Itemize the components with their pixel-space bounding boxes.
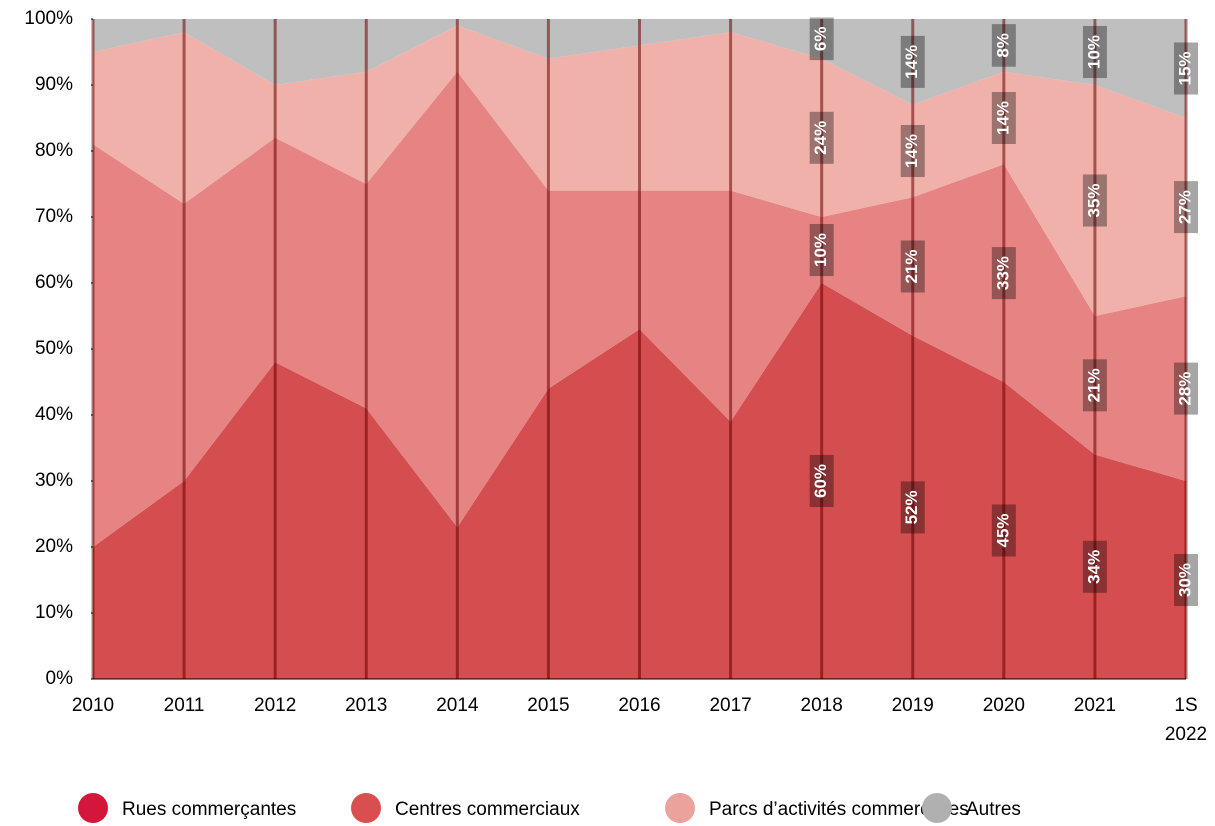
value-label-box: [1082, 540, 1107, 593]
value-label-box: [900, 35, 925, 88]
x-tick-label-line: 2022: [1165, 724, 1207, 745]
y-tick-label: 80%: [35, 140, 73, 161]
value-label: 52%: [902, 490, 921, 524]
legend-marker: [78, 793, 108, 823]
x-tick-label-line: 2016: [618, 695, 660, 716]
value-label-box: [809, 17, 834, 61]
y-tick-label: 20%: [35, 536, 73, 557]
x-tick-label: 2021: [1074, 695, 1116, 716]
legend-label: Centres commerciaux: [395, 799, 580, 820]
x-tick-label: 2013: [345, 695, 387, 716]
legend-marker: [665, 793, 695, 823]
value-label: 14%: [993, 101, 1012, 135]
y-tick-label: 0%: [46, 668, 74, 689]
legend-marker: [922, 793, 952, 823]
x-tick-label-line: 2015: [527, 695, 569, 716]
value-label: 30%: [1175, 563, 1194, 597]
value-label: 28%: [1175, 372, 1194, 406]
y-tick-label: 10%: [35, 602, 73, 623]
value-label: 10%: [1084, 35, 1103, 69]
value-label-box: [991, 247, 1016, 300]
legend-label: Rues commerçantes: [122, 799, 296, 820]
value-label-box: [1082, 174, 1107, 227]
value-label-box: [1174, 553, 1198, 607]
value-label-box: [900, 240, 925, 293]
x-tick-label-line: 2017: [709, 695, 751, 716]
y-tick-label: 90%: [35, 74, 73, 95]
value-label-box: [900, 124, 925, 178]
x-tick-label-line: 2014: [436, 695, 479, 716]
y-tick-label: 70%: [35, 206, 73, 227]
legend-label: Autres: [966, 799, 1021, 820]
value-label: 33%: [993, 256, 1012, 290]
value-label: 8%: [993, 33, 1012, 58]
x-tick-label: 2010: [72, 695, 114, 716]
value-label: 60%: [811, 464, 830, 498]
value-label-box: [1082, 25, 1107, 79]
value-label: 14%: [902, 45, 921, 79]
value-label: 35%: [1084, 183, 1103, 217]
value-label-box: [809, 454, 834, 508]
value-label-box: [1082, 359, 1107, 412]
x-tick-label-line: 2021: [1074, 695, 1116, 716]
legend-label: Parcs d’activités commerciales: [709, 799, 969, 820]
x-tick-label-line: 2018: [801, 695, 843, 716]
x-tick-label-line: 1S: [1174, 695, 1197, 716]
y-tick-label: 60%: [35, 272, 73, 293]
y-tick-label: 100%: [24, 8, 73, 29]
value-label-box: [1174, 42, 1198, 95]
value-label: 6%: [811, 27, 830, 52]
x-tick-label: 2014: [436, 695, 479, 716]
x-tick-label: 2011: [164, 695, 205, 716]
x-tick-label: 2018: [801, 695, 843, 716]
y-tick-label: 30%: [35, 470, 73, 491]
x-tick-label: 2012: [254, 695, 296, 716]
x-tick-label-line: 2012: [254, 695, 296, 716]
x-tick-label-line: 2019: [892, 695, 934, 716]
value-label: 21%: [902, 249, 921, 283]
value-label-box: [809, 111, 834, 164]
x-tick-label-line: 2013: [345, 695, 387, 716]
value-label: 27%: [1175, 190, 1194, 224]
value-label: 14%: [902, 134, 921, 168]
x-tick-label: 1S 2022: [1165, 695, 1207, 745]
value-label-box: [1174, 362, 1198, 415]
value-label: 15%: [1175, 51, 1194, 85]
value-label: 34%: [1084, 550, 1103, 584]
value-label: 10%: [811, 233, 830, 267]
y-tick-label: 50%: [35, 338, 73, 359]
value-label-box: [809, 223, 834, 277]
x-tick-label: 2019: [892, 695, 934, 716]
x-tick-label: 2020: [983, 695, 1025, 716]
value-label: 24%: [811, 121, 830, 155]
x-tick-label: 2015: [527, 695, 569, 716]
overlay: 60% 52% 45% 34% 30% 10% 21% 33% 21% 28% 24% 14% 14% 3…: [24, 8, 1207, 823]
legend-marker: [351, 793, 381, 823]
x-tick-label: 2017: [709, 695, 751, 716]
x-tick-label: 2016: [618, 695, 660, 716]
x-tick-label-line: 2011: [164, 695, 205, 716]
value-label-box: [900, 481, 925, 534]
y-tick-label: 40%: [35, 404, 73, 425]
value-label-box: [991, 91, 1016, 145]
x-tick-label-line: 2020: [983, 695, 1025, 716]
value-label: 45%: [993, 513, 1012, 547]
value-label-box: [1174, 181, 1198, 234]
value-label-box: [991, 24, 1016, 67]
value-label: 21%: [1084, 368, 1103, 402]
value-label-box: [991, 504, 1016, 557]
x-tick-label-line: 2010: [72, 695, 114, 716]
